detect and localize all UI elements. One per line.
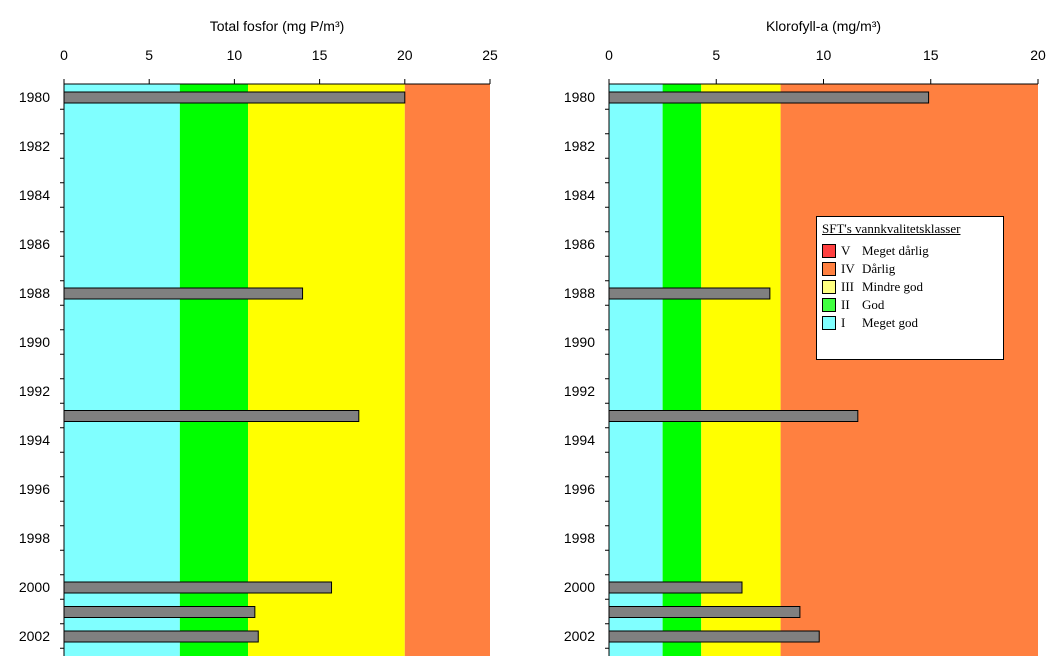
phosphorus-x-tick-label: 0 — [60, 47, 68, 63]
phosphorus-y-tick-label: 1992 — [19, 383, 50, 399]
legend-swatch-iv — [822, 262, 836, 276]
phosphorus-bar-1980 — [63, 91, 406, 104]
chlorophyll-bar-1988 — [608, 287, 771, 300]
chlorophyll-bar-1980 — [608, 91, 930, 104]
phosphorus-y-tick-label: 1994 — [19, 432, 50, 448]
chlorophyll-x-tick-label: 10 — [816, 47, 832, 63]
chlorophyll-y-tick-label: 1994 — [564, 432, 595, 448]
phosphorus-chart-title: Total fosfor (mg P/m³) — [210, 18, 345, 34]
phosphorus-band-class-i — [64, 84, 180, 656]
legend-swatch-iii — [822, 280, 836, 294]
chlorophyll-bar-2001 — [608, 606, 801, 618]
phosphorus-y-tick-label: 2002 — [19, 628, 50, 644]
legend-roman-i: I — [841, 315, 846, 330]
chlorophyll-band-class-iii — [701, 84, 781, 656]
phosphorus-y-tick-label: 1998 — [19, 530, 50, 546]
phosphorus-band-class-iii — [248, 84, 405, 656]
chlorophyll-y-tick-label: 1986 — [564, 236, 595, 252]
phosphorus-y-tick-label: 1990 — [19, 334, 50, 350]
legend-item-class-ii: II God — [822, 297, 1002, 315]
legend-swatch-i — [822, 316, 836, 330]
chlorophyll-band-class-i — [609, 84, 663, 656]
phosphorus-y-tick-label: 1984 — [19, 187, 50, 203]
phosphorus-bar-2000 — [63, 581, 333, 594]
chlorophyll-bar-2002 — [608, 630, 820, 643]
legend-roman-ii: II — [841, 297, 850, 312]
chlorophyll-y-tick-label: 2002 — [564, 628, 595, 644]
legend-label-v: Meget dårlig — [862, 243, 929, 258]
phosphorus-chart: Total fosfor (mg P/m³) 0 5 10 15 20 25 1980 1982… — [19, 18, 498, 656]
phosphorus-y-tick-label: 1986 — [19, 236, 50, 252]
chlorophyll-y-tick-label: 1990 — [564, 334, 595, 350]
legend-item-class-i: I Meget god — [822, 315, 1002, 333]
legend-item-class-iv: IV Dårlig — [822, 261, 1002, 279]
phosphorus-x-tick-label: 10 — [227, 47, 243, 63]
legend-swatch-v — [822, 244, 836, 258]
chlorophyll-x-tick-label: 0 — [605, 47, 613, 63]
phosphorus-band-class-iv — [404, 84, 490, 656]
legend-title: SFT's vannkvalitetsklasser — [822, 221, 961, 236]
chlorophyll-y-tick-label: 1992 — [564, 383, 595, 399]
chlorophyll-chart: Klorofyll-a (mg/m³) 0 5 10 15 20 1980 1982 1984 1… — [564, 18, 1046, 656]
chlorophyll-y-tick-label: 1998 — [564, 530, 595, 546]
chlorophyll-chart-title: Klorofyll-a (mg/m³) — [766, 18, 881, 34]
phosphorus-y-tick-label: 1988 — [19, 285, 50, 301]
legend-roman-v: V — [841, 243, 851, 258]
phosphorus-x-tick-label: 15 — [312, 47, 328, 63]
legend-label-iii: Mindre god — [862, 279, 924, 294]
phosphorus-y-tick-label: 2000 — [19, 579, 50, 595]
chlorophyll-band-class-ii — [662, 84, 702, 656]
phosphorus-bar-1993 — [63, 410, 360, 422]
chlorophyll-bar-1993 — [608, 410, 859, 422]
chlorophyll-bar-2000 — [608, 581, 743, 594]
chlorophyll-y-tick-label: 1996 — [564, 481, 595, 497]
legend-roman-iii: III — [841, 279, 854, 294]
legend-swatch-ii — [822, 298, 836, 312]
legend-label-i: Meget god — [862, 315, 918, 330]
chlorophyll-y-tick-label: 1984 — [564, 187, 595, 203]
chlorophyll-x-tick-label: 20 — [1030, 47, 1046, 63]
chlorophyll-y-tick-label: 1980 — [564, 89, 595, 105]
chlorophyll-x-tick-label: 5 — [712, 47, 720, 63]
phosphorus-y-tick-label: 1996 — [19, 481, 50, 497]
phosphorus-x-tick-label: 5 — [145, 47, 153, 63]
legend-item-class-iii: III Mindre god — [822, 279, 1002, 297]
phosphorus-x-tick-label: 25 — [482, 47, 498, 63]
chlorophyll-y-tick-label: 1988 — [564, 285, 595, 301]
phosphorus-x-tick-label: 20 — [397, 47, 413, 63]
chlorophyll-y-tick-label: 1982 — [564, 138, 595, 154]
legend-label-iv: Dårlig — [862, 261, 896, 276]
phosphorus-y-tick-label: 1980 — [19, 89, 50, 105]
phosphorus-y-tick-label: 1982 — [19, 138, 50, 154]
chlorophyll-y-tick-label: 2000 — [564, 579, 595, 595]
legend-label-ii: God — [862, 297, 885, 312]
legend-item-class-v: V Meget dårlig — [822, 243, 1002, 261]
phosphorus-bar-2002 — [63, 630, 259, 643]
phosphorus-bar-2001 — [63, 606, 256, 618]
phosphorus-band-class-ii — [179, 84, 249, 656]
chlorophyll-x-tick-label: 15 — [923, 47, 939, 63]
legend-roman-iv: IV — [841, 261, 855, 276]
phosphorus-bar-1988 — [63, 287, 304, 300]
water-quality-legend: SFT's vannkvalitetsklasser V Meget dårli… — [816, 216, 1004, 360]
chlorophyll-band-class-iv — [780, 84, 1038, 656]
